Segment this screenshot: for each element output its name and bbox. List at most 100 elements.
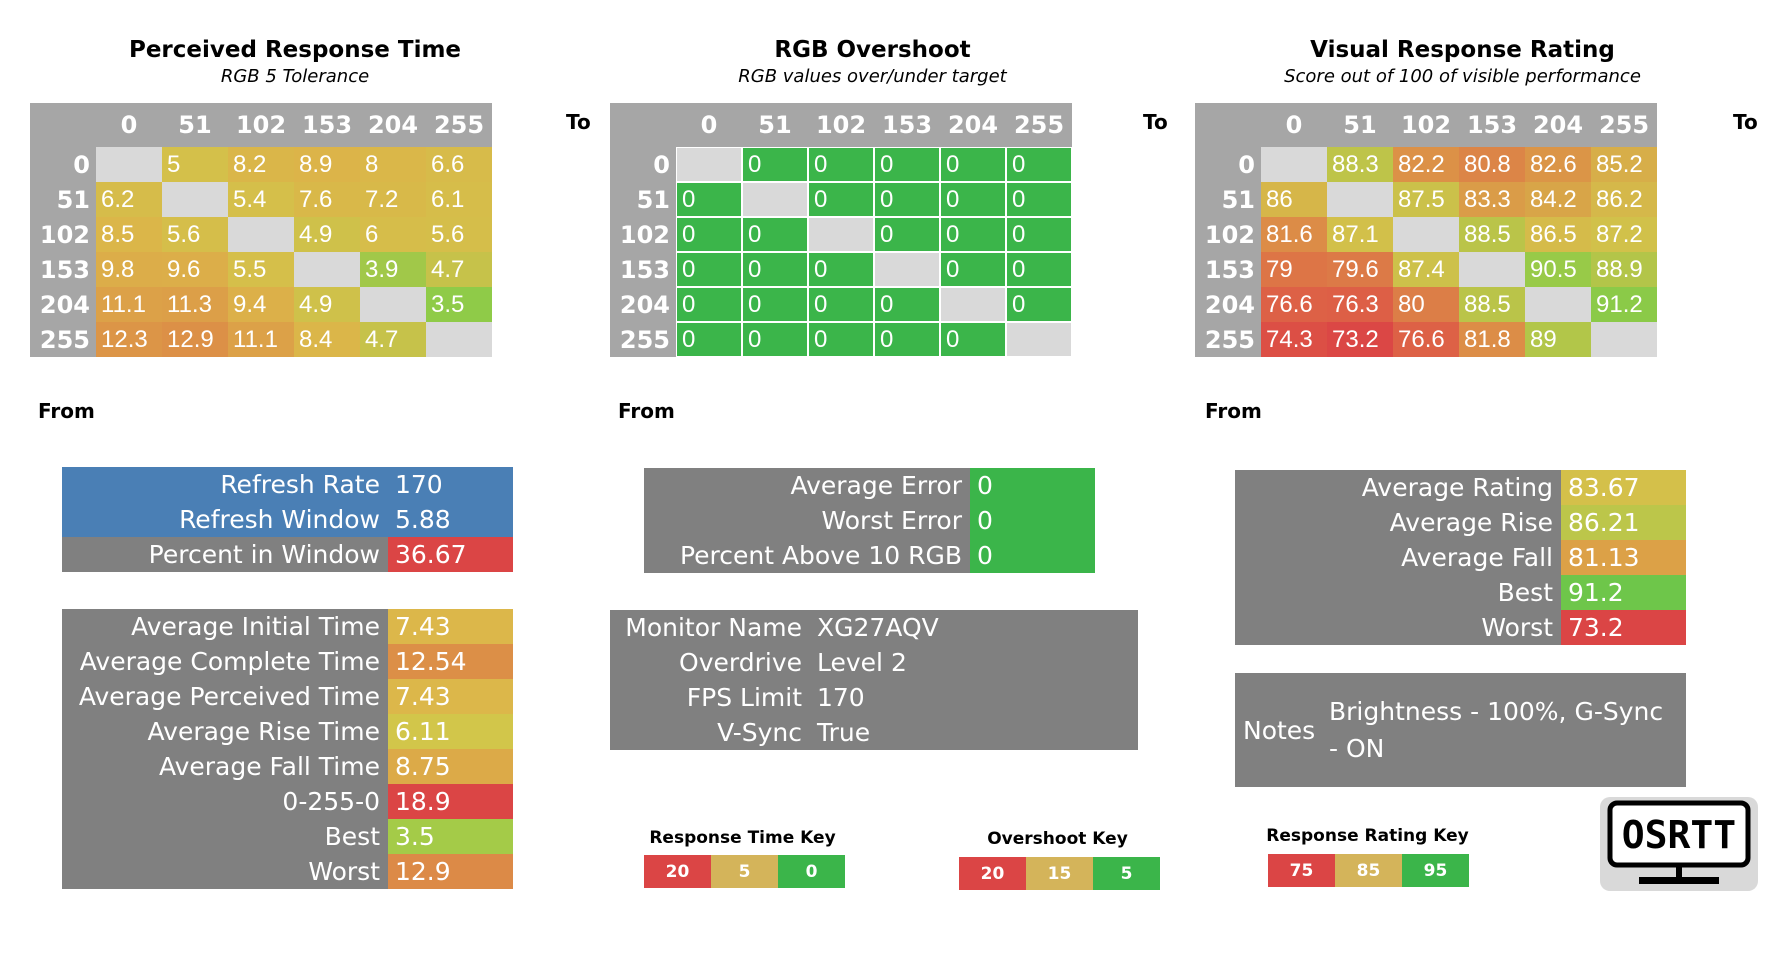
heatmap-cell: 0 [1006, 147, 1072, 182]
best-rating-value: 91.2 [1561, 575, 1686, 610]
heatmap-cell: 88.3 [1327, 147, 1393, 182]
overshoot-title: RGB Overshoot [774, 37, 971, 63]
column-header: 51 [1343, 111, 1377, 139]
heatmap-cell: 5.6 [162, 217, 228, 252]
heatmap-cell [1261, 147, 1327, 182]
key-swatch-yellow: 15 [1026, 857, 1093, 890]
worst-rating-row: Worst 73.2 [1235, 610, 1686, 645]
refresh-window-value: 5.88 [395, 505, 451, 534]
key-swatch-green: 95 [1402, 854, 1469, 887]
heatmap-cell [742, 182, 808, 217]
time-row: Average Fall Time 8.75 [62, 749, 513, 784]
heatmap-cell: 3.5 [426, 287, 492, 322]
visual-response-heatmap: 0 51 102 153 204 255 0 88.3 82.2 80.8 82.6 85.2 51 86… [1195, 103, 1657, 357]
zero-255-zero-label: 0-255-0 [282, 787, 380, 816]
heatmap-cell: 5 [162, 147, 228, 182]
heatmap-cell: 80 [1393, 287, 1459, 322]
heatmap-cell: 0 [874, 217, 940, 252]
time-row: Average Perceived Time 7.43 [62, 679, 513, 714]
time-row: Average Rise Time 6.11 [62, 714, 513, 749]
average-rating-label: Average Rating [1361, 473, 1553, 502]
heatmap-cell: 88.9 [1591, 252, 1657, 287]
percent-above-value: 0 [970, 538, 1095, 573]
overshoot-from-label: From [618, 399, 675, 423]
heatmap-cell: 11.3 [162, 287, 228, 322]
row-header: 153 [39, 255, 90, 284]
average-fall-time-value: 8.75 [388, 749, 513, 784]
row-header: 0 [1238, 150, 1255, 179]
heatmap-cell: 81.8 [1459, 322, 1525, 357]
best-time-value: 3.5 [388, 819, 513, 854]
percent-in-window-label: Percent in Window [148, 540, 380, 569]
heatmap-cell: 0 [940, 182, 1006, 217]
heatmap-cell: 88.5 [1459, 287, 1525, 322]
heatmap-cell [1393, 217, 1459, 252]
heatmap-cell: 86 [1261, 182, 1327, 217]
heatmap-cell: 4.7 [360, 322, 426, 357]
heatmap-cell [426, 322, 492, 357]
heatmap-cell [676, 147, 742, 182]
heatmap-cell: 0 [808, 287, 874, 322]
average-error-row: Average Error 0 [644, 468, 1095, 503]
column-header: 0 [700, 111, 718, 139]
zero-255-zero-value: 18.9 [388, 784, 513, 819]
heatmap-cell: 0 [676, 217, 742, 252]
heatmap-cell: 73.2 [1327, 322, 1393, 357]
refresh-panel: Refresh Rate 170 Refresh Window 5.88 Per… [62, 467, 513, 572]
row-header: 153 [1204, 255, 1255, 284]
heatmap-cell [1459, 252, 1525, 287]
average-rise-value: 86.21 [1561, 505, 1686, 540]
percent-above-row: Percent Above 10 RGB 0 [644, 538, 1095, 573]
heatmap-cell: 8.2 [228, 147, 294, 182]
response-time-key: 20 5 0 [644, 855, 845, 888]
heatmap-cell: 0 [874, 147, 940, 182]
prt-title: Perceived Response Time [128, 37, 462, 63]
key-swatch-red: 75 [1268, 854, 1335, 887]
overshoot-to-label: To [1143, 110, 1168, 134]
heatmap-cell: 83.3 [1459, 182, 1525, 217]
average-rise-row: Average Rise 86.21 [1235, 505, 1686, 540]
column-header: 0 [120, 111, 138, 139]
key-swatch-red: 20 [644, 855, 711, 888]
row-header: 51 [56, 185, 90, 214]
heatmap-cell: 89 [1525, 322, 1591, 357]
row-header: 204 [619, 290, 670, 319]
row-header: 51 [636, 185, 670, 214]
rating-title: Visual Response Rating [1310, 37, 1615, 63]
column-header: 204 [947, 111, 999, 139]
column-header: 255 [1013, 111, 1065, 139]
response-time-key-title: Response Time Key [649, 828, 836, 848]
average-initial-time-value: 7.43 [388, 609, 513, 644]
heatmap-cell [1591, 322, 1657, 357]
heatmap-cell: 3.9 [360, 252, 426, 287]
average-perceived-time-label: Average Perceived Time [78, 682, 380, 711]
column-header: 153 [881, 111, 933, 139]
osrtt-logo: OSRTT [1600, 797, 1758, 891]
fps-limit-label: FPS Limit [686, 683, 802, 712]
heatmap-cell: 87.4 [1393, 252, 1459, 287]
average-initial-time-label: Average Initial Time [131, 612, 380, 641]
row-header: 204 [39, 290, 90, 319]
column-header: 255 [433, 111, 485, 139]
notes-value: Brightness - 100%, G-Sync - ON [1329, 697, 1664, 763]
heatmap-cell: 0 [1006, 182, 1072, 217]
average-rise-time-label: Average Rise Time [147, 717, 380, 746]
heatmap-cell: 87.5 [1393, 182, 1459, 217]
heatmap-cell: 9.4 [228, 287, 294, 322]
response-time-panel: Average Initial Time 7.43 Average Complet… [62, 609, 513, 889]
percent-in-window-row: Percent in Window 36.67 [62, 537, 513, 572]
heatmap-cell: 6.2 [96, 182, 162, 217]
heatmap-cell: 76.6 [1261, 287, 1327, 322]
heatmap-cell: 85.2 [1591, 147, 1657, 182]
vsync-value: True [817, 718, 871, 747]
overshoot-key: 20 15 5 [959, 857, 1160, 890]
heatmap-cell: 87.2 [1591, 217, 1657, 252]
prt-from-label: From [38, 399, 95, 423]
heatmap-cell: 0 [676, 182, 742, 217]
column-header: 204 [367, 111, 419, 139]
heatmap-cell [360, 287, 426, 322]
heatmap-cell [96, 147, 162, 182]
worst-time-value: 12.9 [388, 854, 513, 889]
average-error-label: Average Error [790, 471, 962, 500]
row-header: 204 [1204, 290, 1255, 319]
